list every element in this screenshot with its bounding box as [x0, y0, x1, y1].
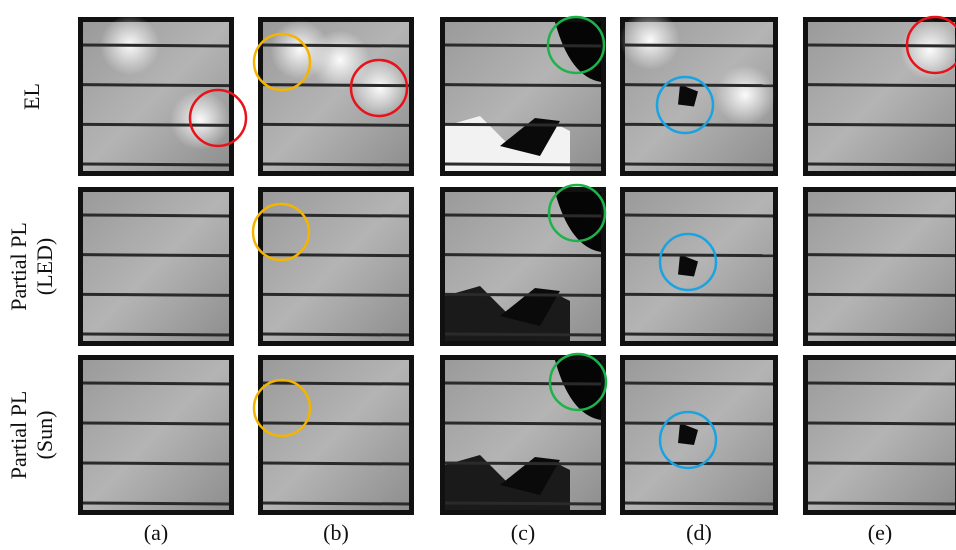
- busbar: [445, 463, 601, 464]
- busbar: [808, 334, 955, 335]
- solar-cell-image: [803, 355, 956, 515]
- busbar: [83, 215, 229, 216]
- figure: ELPartial PL(LED)Partial PL(Sun)(a)(b)(c…: [0, 0, 956, 550]
- busbar: [808, 463, 955, 464]
- column-label: (d): [686, 520, 712, 545]
- busbar: [83, 383, 229, 384]
- row-label: EL: [19, 83, 44, 110]
- solar-cell-image: [620, 355, 778, 515]
- busbar: [83, 334, 229, 335]
- busbar: [445, 294, 601, 295]
- solar-cell-image: [254, 17, 414, 176]
- column-label: (e): [868, 520, 892, 545]
- solar-cell-image: [803, 17, 956, 176]
- busbar: [83, 294, 229, 295]
- busbar: [808, 503, 955, 504]
- column-label: (b): [323, 520, 349, 545]
- bright-spot: [620, 10, 680, 70]
- busbar: [83, 503, 229, 504]
- busbar: [263, 463, 409, 464]
- busbar: [263, 423, 409, 424]
- busbar: [625, 124, 773, 125]
- busbar: [808, 124, 955, 125]
- solar-cell-image: [78, 15, 246, 176]
- busbar: [445, 215, 601, 216]
- busbar: [625, 334, 773, 335]
- solar-cell-image: [440, 354, 606, 515]
- busbar: [445, 423, 601, 424]
- busbar: [263, 215, 409, 216]
- busbar: [808, 294, 955, 295]
- busbar: [625, 383, 773, 384]
- column-label: (c): [511, 520, 535, 545]
- busbar: [808, 383, 955, 384]
- solar-cell-image: [440, 185, 606, 346]
- busbar: [625, 164, 773, 165]
- solar-cell-image: [440, 17, 606, 176]
- busbar: [263, 85, 409, 86]
- busbar: [808, 45, 955, 46]
- busbar: [625, 294, 773, 295]
- busbar: [445, 45, 601, 46]
- busbar: [83, 463, 229, 464]
- solar-cell-image: [253, 187, 414, 346]
- busbar: [445, 85, 601, 86]
- bright-spot: [715, 65, 775, 125]
- busbar: [263, 294, 409, 295]
- solar-cell-image: [78, 187, 234, 346]
- bright-spot: [310, 30, 370, 90]
- busbar: [263, 255, 409, 256]
- busbar: [445, 124, 601, 125]
- busbar: [263, 45, 409, 46]
- busbar: [83, 45, 229, 46]
- busbar: [625, 423, 773, 424]
- busbar: [263, 164, 409, 165]
- busbar: [263, 124, 409, 125]
- busbar: [808, 423, 955, 424]
- busbar: [808, 164, 955, 165]
- busbar: [445, 383, 601, 384]
- busbar: [808, 255, 955, 256]
- busbar: [625, 85, 773, 86]
- busbar: [83, 124, 229, 125]
- busbar: [808, 215, 955, 216]
- busbar: [808, 85, 955, 86]
- solar-cell-image: [620, 187, 778, 346]
- busbar: [445, 503, 601, 504]
- busbar: [625, 215, 773, 216]
- row-label: Partial PL: [6, 222, 31, 311]
- busbar: [445, 255, 601, 256]
- busbar: [263, 383, 409, 384]
- busbar: [625, 503, 773, 504]
- solar-cell-image: [620, 10, 778, 176]
- solar-cell-image: [803, 187, 956, 346]
- busbar: [83, 255, 229, 256]
- busbar: [263, 503, 409, 504]
- solar-cell-image: [78, 355, 234, 515]
- busbar: [445, 334, 601, 335]
- busbar: [625, 45, 773, 46]
- row-label: (Sun): [32, 411, 57, 460]
- busbar: [625, 255, 773, 256]
- busbar: [625, 463, 773, 464]
- solar-cell-image: [254, 355, 414, 515]
- busbar: [83, 85, 229, 86]
- row-label: Partial PL: [6, 391, 31, 480]
- busbar: [445, 164, 601, 165]
- row-label: (LED): [32, 238, 57, 295]
- busbar: [263, 334, 409, 335]
- busbar: [83, 423, 229, 424]
- busbar: [83, 164, 229, 165]
- column-label: (a): [144, 520, 168, 545]
